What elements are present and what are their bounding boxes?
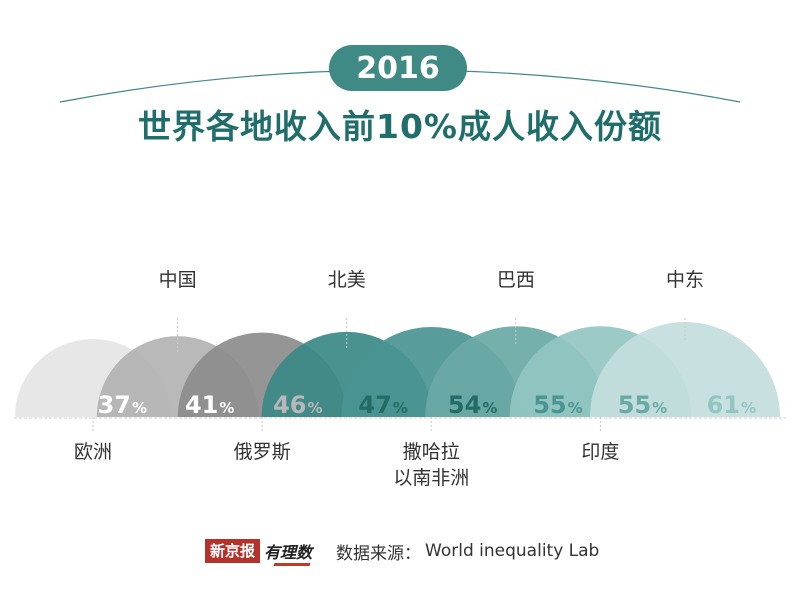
value-unit: % <box>393 399 408 417</box>
value-label: 46 <box>273 391 306 419</box>
brand-logo: 新京报 <box>205 539 261 563</box>
category-label: 撒哈拉 <box>403 441 460 463</box>
value-unit: % <box>652 399 667 417</box>
category-label: 印度 <box>581 441 619 463</box>
category-label: 北美 <box>328 269 366 291</box>
value-label: 61 <box>707 391 740 419</box>
brand-logo-script: 有理数 <box>264 539 312 563</box>
category-label: 以南非洲 <box>393 467 469 489</box>
value-label: 41 <box>185 391 218 419</box>
source-label: 数据来源： <box>336 543 422 564</box>
source-value: World inequality Lab <box>425 541 600 561</box>
semicircles <box>15 322 780 417</box>
value-unit: % <box>741 399 756 417</box>
value-unit: % <box>482 399 497 417</box>
value-label: 55 <box>618 391 651 419</box>
footer: 新京报 有理数 数据来源： World inequality Lab <box>205 538 599 564</box>
year-badge: 2016 <box>329 45 467 91</box>
area-semicircle <box>590 322 780 417</box>
value-unit: % <box>132 399 147 417</box>
value-unit: % <box>219 399 234 417</box>
value-label: 37 <box>98 391 131 419</box>
category-label: 巴西 <box>497 269 535 291</box>
value-unit: % <box>308 399 323 417</box>
category-label: 中东 <box>666 269 704 291</box>
value-label: 47 <box>358 391 391 419</box>
value-unit: % <box>568 399 583 417</box>
category-label: 俄罗斯 <box>234 441 291 463</box>
value-labels: 37% 41% 46% 47% 54% 55% 55% 61% <box>98 391 756 419</box>
category-label: 欧洲 <box>74 441 112 463</box>
chart-title: 世界各地收入前10%成人收入份额 <box>138 107 662 146</box>
value-label: 55 <box>533 391 566 419</box>
category-label: 中国 <box>159 269 197 291</box>
value-label: 54 <box>448 391 481 419</box>
